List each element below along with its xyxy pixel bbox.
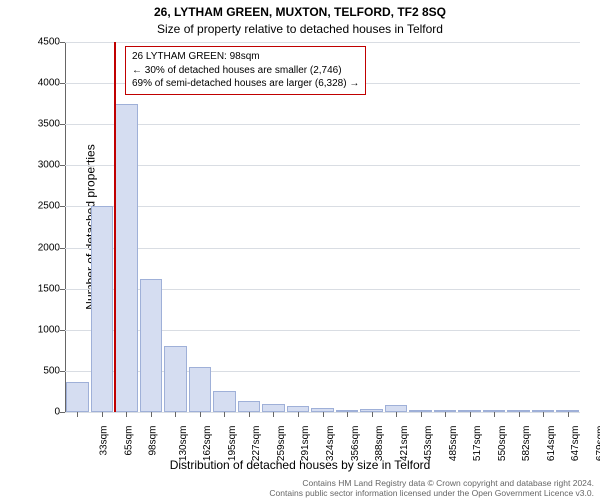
bar (213, 391, 236, 412)
x-tick-label: 517sqm (472, 426, 483, 462)
y-tick-label: 4500 (30, 37, 60, 48)
footer-line1: Contains HM Land Registry data © Crown c… (269, 478, 594, 488)
x-tick-label: 259sqm (276, 426, 287, 462)
y-tick-label: 1000 (30, 324, 60, 335)
x-tick-mark (298, 412, 299, 417)
marker-line (114, 42, 116, 412)
chart-title-sub: Size of property relative to detached ho… (0, 22, 600, 36)
x-tick-mark (519, 412, 520, 417)
y-tick-label: 2000 (30, 242, 60, 253)
annotation-line3: 69% of semi-detached houses are larger (… (132, 77, 359, 91)
y-tick-label: 3000 (30, 160, 60, 171)
bar (115, 104, 138, 412)
x-tick-mark (126, 412, 127, 417)
x-tick-label: 324sqm (325, 426, 336, 462)
footer-attribution: Contains HM Land Registry data © Crown c… (269, 478, 594, 498)
x-tick-label: 421sqm (399, 426, 410, 462)
x-tick-mark (372, 412, 373, 417)
x-tick-label: 679sqm (595, 426, 600, 462)
x-tick-label: 647sqm (570, 426, 581, 462)
x-tick-label: 65sqm (123, 426, 134, 456)
x-tick-mark (77, 412, 78, 417)
y-tick-label: 1500 (30, 283, 60, 294)
x-tick-mark (224, 412, 225, 417)
x-tick-mark (175, 412, 176, 417)
y-tick-mark (60, 42, 65, 43)
y-tick-mark (60, 412, 65, 413)
chart-container: 26, LYTHAM GREEN, MUXTON, TELFORD, TF2 8… (0, 0, 600, 500)
chart-title-main: 26, LYTHAM GREEN, MUXTON, TELFORD, TF2 8… (0, 5, 600, 19)
grid-line (65, 206, 580, 207)
x-tick-label: 291sqm (301, 426, 312, 462)
x-tick-mark (273, 412, 274, 417)
x-tick-label: 33sqm (99, 426, 110, 456)
bar (91, 206, 114, 412)
bar (189, 367, 212, 412)
x-tick-mark (421, 412, 422, 417)
x-tick-label: 582sqm (521, 426, 532, 462)
x-tick-mark (323, 412, 324, 417)
x-tick-mark (151, 412, 152, 417)
grid-line (65, 42, 580, 43)
grid-line (65, 124, 580, 125)
annotation-line2: ← 30% of detached houses are smaller (2,… (132, 64, 359, 78)
y-tick-label: 3500 (30, 119, 60, 130)
y-tick-mark (60, 248, 65, 249)
y-tick-mark (60, 83, 65, 84)
annotation-line1: 26 LYTHAM GREEN: 98sqm (132, 50, 359, 64)
y-tick-label: 500 (30, 365, 60, 376)
bar (140, 279, 163, 412)
x-tick-label: 162sqm (202, 426, 213, 462)
x-tick-mark (200, 412, 201, 417)
x-tick-label: 388sqm (374, 426, 385, 462)
plot-area: 26 LYTHAM GREEN: 98sqm ← 30% of detached… (65, 42, 580, 412)
x-tick-mark (543, 412, 544, 417)
x-tick-label: 227sqm (251, 426, 262, 462)
x-tick-label: 130sqm (178, 426, 189, 462)
y-tick-mark (60, 206, 65, 207)
y-tick-label: 0 (30, 407, 60, 418)
grid-line (65, 248, 580, 249)
x-tick-mark (396, 412, 397, 417)
bar (66, 382, 89, 412)
annotation-box: 26 LYTHAM GREEN: 98sqm ← 30% of detached… (125, 46, 366, 95)
x-tick-label: 356sqm (350, 426, 361, 462)
bar (238, 401, 261, 412)
x-tick-label: 195sqm (227, 426, 238, 462)
y-tick-label: 4000 (30, 78, 60, 89)
y-tick-mark (60, 371, 65, 372)
x-tick-label: 614sqm (546, 426, 557, 462)
x-tick-mark (347, 412, 348, 417)
x-tick-mark (102, 412, 103, 417)
y-tick-mark (60, 124, 65, 125)
x-tick-mark (494, 412, 495, 417)
y-tick-mark (60, 289, 65, 290)
x-tick-mark (568, 412, 569, 417)
footer-line2: Contains public sector information licen… (269, 488, 594, 498)
y-tick-mark (60, 165, 65, 166)
grid-line (65, 165, 580, 166)
y-tick-mark (60, 330, 65, 331)
x-tick-label: 453sqm (423, 426, 434, 462)
x-tick-mark (445, 412, 446, 417)
bar (262, 404, 285, 412)
x-tick-label: 550sqm (497, 426, 508, 462)
x-tick-label: 485sqm (448, 426, 459, 462)
x-tick-label: 98sqm (148, 426, 159, 456)
y-tick-label: 2500 (30, 201, 60, 212)
bar (164, 346, 187, 412)
x-tick-mark (249, 412, 250, 417)
x-tick-mark (470, 412, 471, 417)
